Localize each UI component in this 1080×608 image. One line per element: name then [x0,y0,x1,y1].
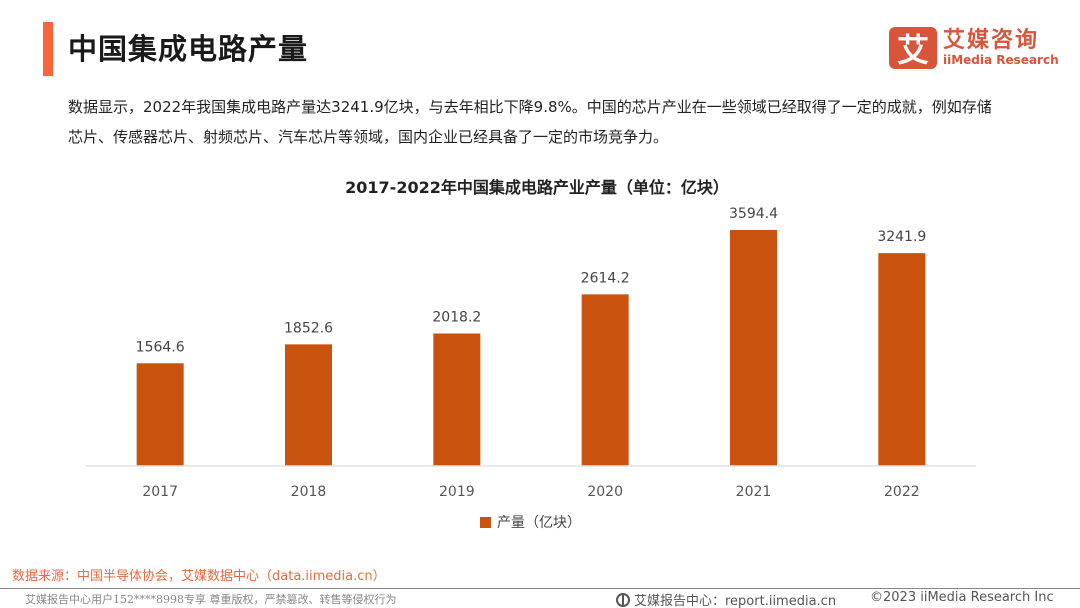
bar-2019 [433,333,481,466]
bar-2018 [285,344,332,466]
iimedia-logo: 艾 艾媒咨询 iiMedia Research [889,27,1059,69]
data-label-2017: 1564.6 [136,339,185,355]
logo-english-name: iiMedia Research [943,53,1059,67]
title-accent-bar [43,22,53,76]
chart-title-text: 2017-2022年中国集成电路产业产量（单位：亿块） [345,178,729,197]
bar-2021 [730,230,777,466]
logo-mark-icon: 艾 [889,27,937,69]
x-tick-2018: 2018 [291,484,327,500]
x-tick-2022: 2022 [884,484,920,500]
x-tick-2021: 2021 [736,484,772,500]
x-tick-labels-group: 2017 2018 2019 2020 2021 2022 [142,484,919,500]
copyright-notice: 艾媒报告中心用户152****8998专享 尊重版权，严禁篡改、转售等侵权行为 [25,593,397,606]
legend-swatch [480,516,491,528]
report-center-link[interactable]: 艾媒报告中心：report.iimedia.cn [616,590,836,608]
data-label-2018: 1852.6 [284,320,333,336]
bar-2022 [878,253,926,466]
data-labels-group: 1564.6 1852.6 2018.2 2614.2 3594.4 3241.9 [136,206,927,355]
chart-legend: 产量（亿块） [480,512,581,532]
data-label-2019: 2018.2 [432,309,481,325]
bar-2017 [136,363,184,466]
globe-icon [616,592,630,607]
x-tick-2020: 2020 [587,484,623,500]
data-label-2020: 2614.2 [581,270,630,286]
x-tick-2017: 2017 [142,484,178,500]
copyright-text: ©2023 iiMedia Research Inc [870,590,1054,605]
x-tick-2019: 2019 [439,484,475,500]
legend-label: 产量（亿块） [497,515,581,531]
footer-divider [0,588,1080,589]
report-center-text: 艾媒报告中心：report.iimedia.cn [634,594,837,608]
data-source: 数据来源：中国半导体协会，艾媒数据中心（data.iimedia.cn） [12,569,386,584]
bar-2020 [581,294,629,466]
bars-group [136,230,926,466]
description-paragraph: 数据显示，2022年我国集成电路产量达3241.9亿块，与去年相比下降9.8%。… [68,98,992,146]
data-label-2021: 3594.4 [729,206,778,222]
data-label-2022: 3241.9 [877,229,926,245]
chart-title: 2017-2022年中国集成电路产业产量（单位：亿块） [0,174,1080,198]
page-title: 中国集成电路产量 [68,32,309,66]
logo-chinese-name: 艾媒咨询 [943,28,1040,53]
